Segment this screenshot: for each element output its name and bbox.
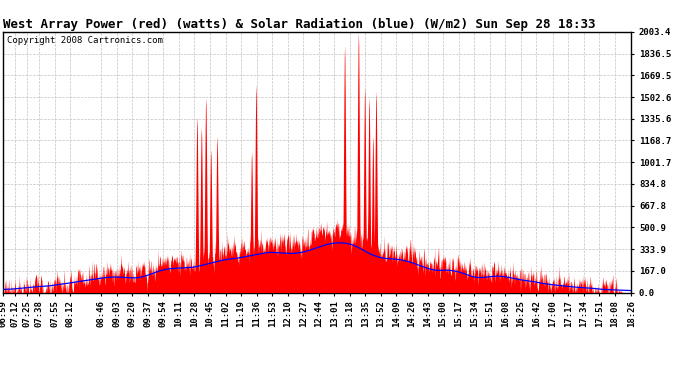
Text: West Array Power (red) (watts) & Solar Radiation (blue) (W/m2) Sun Sep 28 18:33: West Array Power (red) (watts) & Solar R…	[3, 18, 596, 31]
Text: Copyright 2008 Cartronics.com: Copyright 2008 Cartronics.com	[7, 36, 162, 45]
